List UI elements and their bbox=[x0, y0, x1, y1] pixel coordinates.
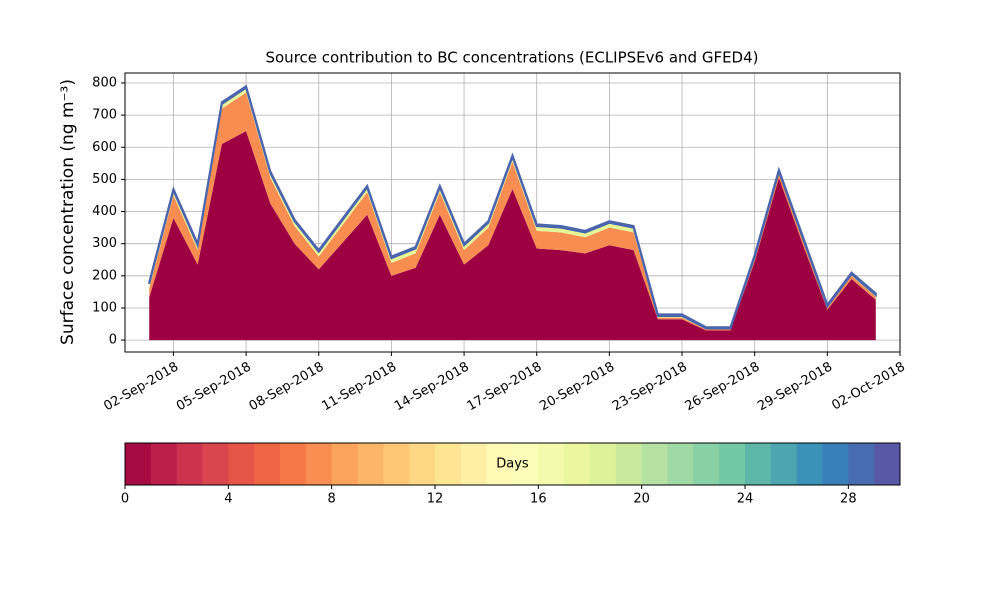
colorbar-swatch bbox=[228, 443, 255, 485]
plot-frame bbox=[124, 72, 901, 353]
colorbar-tick-label: 16 bbox=[530, 492, 547, 507]
colorbar-swatch bbox=[460, 443, 488, 485]
colorbar-swatch bbox=[486, 443, 513, 485]
colorbar-swatch bbox=[745, 443, 772, 485]
colorbar-swatch bbox=[564, 443, 591, 485]
colorbar-swatch bbox=[125, 443, 152, 485]
x-tick-label: 23-Sep-2018 bbox=[610, 360, 690, 415]
colorbar-swatch bbox=[254, 443, 281, 485]
x-tick-label: 20-Sep-2018 bbox=[537, 360, 617, 415]
area bbox=[149, 92, 876, 331]
colorbar-swatch bbox=[667, 443, 694, 485]
x-tick-label: 26-Sep-2018 bbox=[683, 360, 763, 415]
colorbar-tick-label: 20 bbox=[633, 492, 650, 507]
y-tick-label: 200 bbox=[92, 268, 117, 283]
chart-title: Source contribution to BC concentrations… bbox=[265, 49, 758, 67]
colorbar-swatch bbox=[848, 443, 875, 485]
area bbox=[149, 131, 876, 341]
colorbar-tick-label: 0 bbox=[121, 492, 129, 507]
colorbar-swatch bbox=[719, 443, 746, 485]
colorbar-swatch bbox=[409, 443, 436, 485]
colorbar-swatch bbox=[202, 443, 229, 485]
colorbar-swatch bbox=[331, 443, 358, 485]
colorbar-swatch bbox=[538, 443, 565, 485]
colorbar-swatch bbox=[615, 443, 643, 485]
colorbar-swatch bbox=[176, 443, 203, 485]
y-tick-label: 700 bbox=[92, 108, 117, 123]
x-tick-label: 29-Sep-2018 bbox=[755, 360, 835, 415]
x-tick-label: 11-Sep-2018 bbox=[319, 360, 399, 415]
x-tick-label: 05-Sep-2018 bbox=[174, 360, 254, 415]
colorbar-swatch bbox=[357, 443, 384, 485]
colorbar-swatch bbox=[305, 443, 333, 485]
y-tick-label: 500 bbox=[92, 172, 117, 187]
colorbar-swatch bbox=[590, 443, 617, 485]
colorbar-swatch bbox=[435, 443, 462, 485]
y-tick-label: 0 bbox=[109, 333, 117, 348]
x-tick-label: 08-Sep-2018 bbox=[247, 360, 327, 415]
y-tick-label: 400 bbox=[92, 204, 117, 219]
colorbar-tick-label: 28 bbox=[840, 492, 857, 507]
y-tick-label: 300 bbox=[92, 236, 117, 251]
y-axis-label: Surface concentration (ng m⁻³) bbox=[58, 79, 78, 345]
colorbar-tick-label: 4 bbox=[224, 492, 232, 507]
colorbar-swatch bbox=[822, 443, 849, 485]
colorbar-swatch bbox=[796, 443, 823, 485]
colorbar-swatch bbox=[512, 443, 539, 485]
colorbar-tick-label: 24 bbox=[737, 492, 754, 507]
y-tick-label: 100 bbox=[92, 300, 117, 315]
colorbar-swatch bbox=[874, 443, 901, 485]
x-tick-label: 02-Oct-2018 bbox=[829, 360, 907, 414]
colorbar-tick-label: 8 bbox=[328, 492, 336, 507]
colorbar-frame bbox=[124, 442, 901, 486]
colorbar-swatch bbox=[280, 443, 307, 485]
x-tick-label: 14-Sep-2018 bbox=[392, 360, 472, 415]
colorbar-swatch bbox=[383, 443, 410, 485]
colorbar-swatch bbox=[641, 443, 668, 485]
y-tick-label: 600 bbox=[92, 140, 117, 155]
colorbar-swatch bbox=[150, 443, 178, 485]
colorbar-tick-label: 12 bbox=[427, 492, 444, 507]
area bbox=[148, 84, 877, 330]
colorbar-label: Days bbox=[496, 457, 529, 472]
colorbar-swatch bbox=[770, 443, 798, 485]
x-tick-label: 17-Sep-2018 bbox=[465, 360, 545, 415]
y-tick-label: 800 bbox=[92, 75, 117, 90]
colorbar-swatch bbox=[693, 443, 720, 485]
x-tick-label: 02-Sep-2018 bbox=[101, 360, 181, 415]
